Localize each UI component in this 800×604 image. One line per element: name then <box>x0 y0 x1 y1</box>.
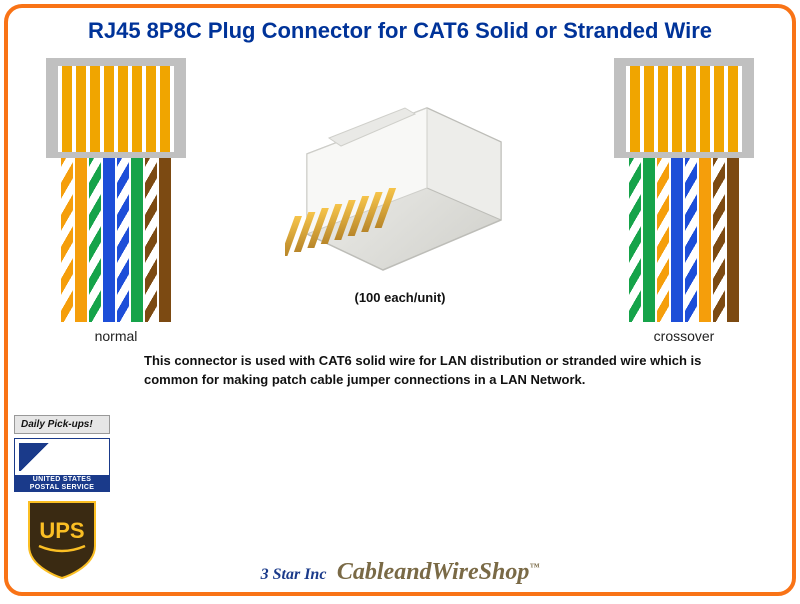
plug-photo: (100 each/unit) <box>275 76 525 321</box>
wiring-normal: normal <box>46 58 186 344</box>
usps-line1: UNITED STATES <box>33 476 91 483</box>
contact-pin <box>630 66 640 152</box>
brand-shop: CableandWireShop™ <box>337 559 539 585</box>
contact-pin <box>90 66 100 152</box>
brand-star: 3 Star Inc <box>261 566 327 583</box>
product-card: RJ45 8P8C Plug Connector for CAT6 Solid … <box>4 4 796 596</box>
contact-pin <box>132 66 142 152</box>
product-description: This connector is used with CAT6 solid w… <box>8 344 792 390</box>
wire <box>117 158 129 322</box>
wire <box>713 158 725 322</box>
usps-logo: UNITED STATES POSTAL SERVICE <box>14 438 110 492</box>
brand-footer: 3 Star Inc CableandWireShop™ <box>8 559 792 586</box>
contact-pin <box>686 66 696 152</box>
diagram-row: normal <box>8 44 792 344</box>
contact-pin <box>644 66 654 152</box>
wiring-crossover: crossover <box>614 58 754 344</box>
contact-pin <box>146 66 156 152</box>
contact-pin <box>714 66 724 152</box>
rj45-plug-icon <box>285 76 515 286</box>
contact-pin <box>700 66 710 152</box>
wire <box>643 158 655 322</box>
daily-pickups-badge: Daily Pick-ups! <box>14 415 110 434</box>
contact-pin <box>62 66 72 152</box>
wiring-label-crossover: crossover <box>654 328 715 344</box>
connector-shell <box>46 58 186 322</box>
wiring-label-normal: normal <box>95 328 138 344</box>
wire <box>131 158 143 322</box>
contact-pin <box>160 66 170 152</box>
wire <box>103 158 115 322</box>
connector-shell <box>614 58 754 322</box>
wire <box>75 158 87 322</box>
usps-eagle-icon <box>19 443 57 471</box>
wire <box>699 158 711 322</box>
wire <box>671 158 683 322</box>
wire <box>159 158 171 322</box>
unit-count: (100 each/unit) <box>354 290 445 305</box>
wire <box>685 158 697 322</box>
ups-text: UPS <box>39 518 84 543</box>
contact-pin <box>118 66 128 152</box>
shipping-badges: Daily Pick-ups! UNITED STATES POSTAL SER… <box>14 415 110 582</box>
contact-pin <box>672 66 682 152</box>
page-title: RJ45 8P8C Plug Connector for CAT6 Solid … <box>8 8 792 44</box>
contact-pin <box>728 66 738 152</box>
wire <box>629 158 641 322</box>
contact-pin <box>104 66 114 152</box>
contact-pin <box>658 66 668 152</box>
contact-pin <box>76 66 86 152</box>
wire <box>145 158 157 322</box>
wire <box>61 158 73 322</box>
wire <box>727 158 739 322</box>
wire <box>89 158 101 322</box>
wire <box>657 158 669 322</box>
usps-line2: POSTAL SERVICE <box>30 484 95 491</box>
